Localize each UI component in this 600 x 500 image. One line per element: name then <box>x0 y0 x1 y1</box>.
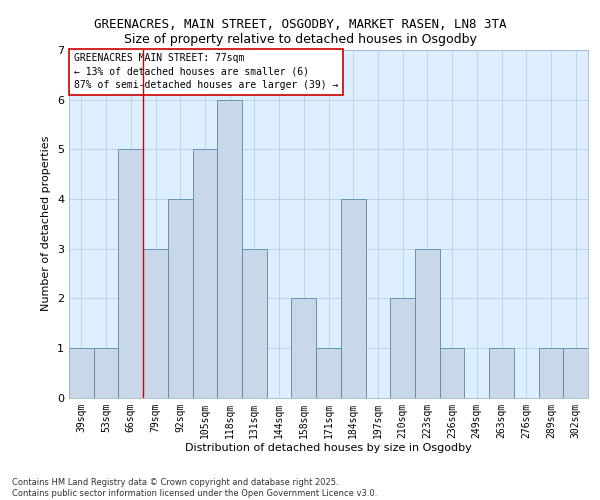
Bar <box>168 199 193 398</box>
Bar <box>341 199 365 398</box>
Bar <box>563 348 588 398</box>
Text: Size of property relative to detached houses in Osgodby: Size of property relative to detached ho… <box>124 32 476 46</box>
X-axis label: Distribution of detached houses by size in Osgodby: Distribution of detached houses by size … <box>185 443 472 453</box>
Bar <box>489 348 514 398</box>
Bar <box>193 150 217 398</box>
Y-axis label: Number of detached properties: Number of detached properties <box>41 136 52 312</box>
Text: Contains HM Land Registry data © Crown copyright and database right 2025.
Contai: Contains HM Land Registry data © Crown c… <box>12 478 377 498</box>
Bar <box>242 248 267 398</box>
Bar <box>217 100 242 398</box>
Bar <box>69 348 94 398</box>
Text: GREENACRES, MAIN STREET, OSGODBY, MARKET RASEN, LN8 3TA: GREENACRES, MAIN STREET, OSGODBY, MARKET… <box>94 18 506 30</box>
Bar <box>539 348 563 398</box>
Bar <box>292 298 316 398</box>
Bar <box>415 248 440 398</box>
Bar <box>316 348 341 398</box>
Bar <box>390 298 415 398</box>
Bar <box>94 348 118 398</box>
Text: GREENACRES MAIN STREET: 77sqm
← 13% of detached houses are smaller (6)
87% of se: GREENACRES MAIN STREET: 77sqm ← 13% of d… <box>74 54 338 90</box>
Bar <box>440 348 464 398</box>
Bar <box>118 150 143 398</box>
Bar <box>143 248 168 398</box>
